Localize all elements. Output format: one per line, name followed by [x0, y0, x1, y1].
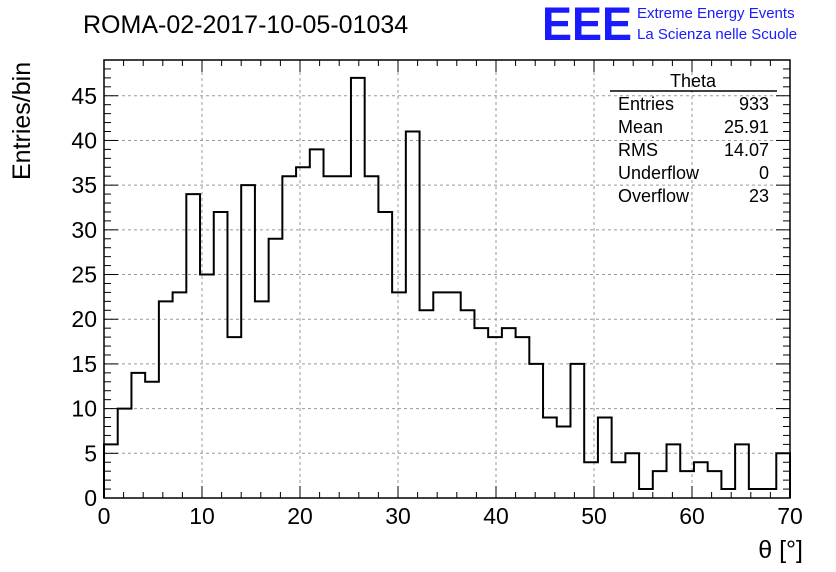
histogram-bar: [598, 418, 612, 498]
histogram-bar: [708, 471, 722, 498]
x-tick-label: 10: [189, 503, 215, 529]
y-tick-label: 25: [71, 262, 97, 288]
stats-value-mean: 25.91: [724, 117, 769, 137]
histogram-bar: [488, 337, 502, 498]
histogram-bar: [721, 489, 735, 498]
stats-value-underflow: 0: [759, 163, 769, 183]
histogram-bar: [159, 301, 173, 498]
histogram-bar: [474, 328, 488, 498]
histogram-bar: [461, 310, 475, 498]
y-tick-label: 35: [71, 172, 97, 198]
y-tick-label: 40: [71, 127, 97, 153]
histogram-outline: [103, 76, 791, 498]
histogram-bar: [584, 462, 598, 498]
x-tick-label: 60: [679, 503, 705, 529]
histogram-bar: [776, 453, 790, 498]
stats-label-underflow: Underflow: [618, 163, 700, 183]
histogram-bar: [214, 212, 228, 498]
histogram-bar: [145, 382, 159, 498]
y-tick-labels: 0 5 10 15 20 25 30 35 40 45: [71, 83, 97, 511]
y-tick-label: 15: [71, 351, 97, 377]
histogram-bar: [543, 418, 557, 498]
x-tick-label: 30: [385, 503, 411, 529]
stats-label-rms: RMS: [618, 140, 658, 160]
histogram-bar: [433, 292, 447, 498]
histogram-bar: [282, 176, 296, 498]
histogram-bar: [639, 489, 653, 498]
histogram-series: [103, 76, 791, 498]
histogram-bar: [337, 176, 351, 498]
histogram-bar: [625, 453, 639, 498]
histogram-bar: [667, 444, 681, 498]
histogram-bar: [241, 185, 255, 498]
histogram-bar: [296, 167, 310, 498]
histogram-bar: [694, 462, 708, 498]
histogram-bar: [529, 364, 543, 498]
y-axis-label: Entries/bin: [8, 62, 36, 180]
x-tick-label: 0: [98, 503, 111, 529]
histogram-bar: [131, 373, 145, 498]
histogram-bar: [406, 132, 420, 498]
y-tick-label: 10: [71, 396, 97, 422]
logo-subtitle-line2: La Scienza nelle Scuole: [637, 26, 797, 43]
histogram-bar: [653, 471, 667, 498]
histogram-bar: [378, 212, 392, 498]
histogram-bar: [447, 292, 461, 498]
stats-box: Theta Entries 933 Mean 25.91 RMS 14.07 U…: [610, 71, 777, 206]
x-tick-label: 50: [581, 503, 607, 529]
histogram-bar: [255, 301, 269, 498]
x-tick-labels: 0 10 20 30 40 50 60 70: [98, 503, 803, 529]
histogram-bar: [392, 292, 406, 498]
histogram-bar: [735, 444, 749, 498]
histogram-bar: [173, 292, 187, 498]
stats-value-overflow: 23: [749, 186, 769, 206]
y-tick-label: 0: [84, 485, 97, 511]
stats-label-entries: Entries: [618, 94, 674, 114]
histogram-bar: [365, 176, 379, 498]
stats-value-rms: 14.07: [724, 140, 769, 160]
histogram-bar: [557, 426, 571, 498]
logo-subtitle-line1: Extreme Energy Events: [637, 5, 795, 22]
axis-ticks: [103, 59, 791, 499]
y-tick-label: 5: [84, 440, 97, 466]
histogram-bar: [227, 337, 241, 498]
histogram-bar: [516, 337, 530, 498]
y-tick-label: 45: [71, 83, 97, 109]
histogram-bar: [310, 149, 324, 498]
y-tick-label: 30: [71, 217, 97, 243]
stats-value-entries: 933: [739, 94, 769, 114]
y-tick-label: 20: [71, 306, 97, 332]
grid-lines: [104, 60, 790, 498]
stats-label-overflow: Overflow: [618, 186, 690, 206]
histogram-bar: [324, 176, 338, 498]
x-axis-label: θ [°]: [758, 536, 803, 564]
histogram-bar: [420, 310, 434, 498]
histogram-bar: [763, 489, 777, 498]
histogram-bar: [186, 194, 200, 498]
stats-label-mean: Mean: [618, 117, 663, 137]
chart-title: ROMA-02-2017-10-05-01034: [83, 11, 408, 39]
stats-title: Theta: [670, 71, 717, 91]
x-tick-label: 20: [287, 503, 313, 529]
histogram-bar: [570, 364, 584, 498]
histogram-bar: [502, 328, 516, 498]
x-tick-label: 40: [483, 503, 509, 529]
histogram-bar: [269, 239, 283, 498]
x-tick-label: 70: [777, 503, 803, 529]
plot-frame: [103, 59, 791, 499]
eee-logo: EEE: [542, 0, 632, 50]
